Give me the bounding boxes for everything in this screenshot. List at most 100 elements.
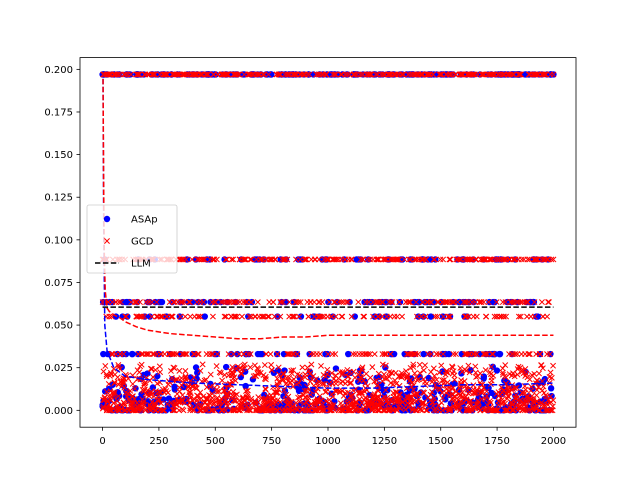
gcd-point (203, 384, 210, 391)
gcd-point (475, 399, 482, 406)
gcd-point (112, 71, 119, 78)
gcd-point (534, 386, 540, 393)
gcd-point (248, 313, 255, 320)
gcd-point (543, 256, 550, 263)
gcd-point (333, 388, 340, 395)
gcd-point (291, 313, 298, 320)
gcd-point (389, 299, 396, 306)
gcd-point (277, 299, 284, 306)
gcd-point (285, 407, 292, 414)
gcd-point (478, 71, 485, 78)
gcd-point (222, 71, 229, 78)
gcd-point (403, 368, 409, 375)
gcd-point (459, 71, 465, 78)
gcd-point (407, 299, 414, 306)
gcd-point (191, 351, 198, 358)
gcd-point (109, 299, 116, 306)
gcd-point (224, 402, 231, 409)
gcd-point (139, 396, 146, 403)
gcd-point (218, 299, 225, 306)
gcd-point (355, 299, 362, 306)
asap-point (144, 370, 151, 377)
gcd-point (312, 388, 319, 395)
gcd-point (373, 394, 380, 401)
gcd-point (141, 380, 148, 387)
asap-point (353, 256, 360, 263)
x-tick-label: 2000 (541, 436, 566, 447)
gcd-point (434, 299, 441, 306)
gcd-point (317, 351, 324, 358)
gcd-point (203, 395, 210, 402)
gcd-point (141, 71, 148, 78)
gcd-point (131, 396, 138, 403)
gcd-point (238, 371, 245, 378)
gcd-point (530, 407, 537, 414)
gcd-point (513, 395, 520, 402)
gcd-point (238, 370, 245, 376)
gcd-point (429, 71, 436, 78)
gcd-point (389, 399, 396, 405)
gcd-point (182, 351, 189, 358)
gcd-point (453, 351, 459, 358)
asap-point (547, 385, 555, 392)
gcd-point (169, 313, 176, 320)
gcd-point (498, 384, 505, 391)
gcd-point (210, 71, 217, 78)
gcd-point (171, 403, 178, 410)
gcd-point (331, 71, 338, 78)
asap-point (146, 313, 154, 320)
gcd-point (501, 407, 508, 414)
gcd-point (345, 373, 352, 380)
asap-point (493, 367, 501, 374)
gcd-point (133, 299, 140, 306)
gcd-point (522, 398, 528, 404)
gcd-point (221, 399, 228, 406)
gcd-point (542, 71, 549, 78)
gcd-point (220, 71, 227, 78)
gcd-point (500, 71, 506, 78)
gcd-point (255, 407, 262, 414)
gcd-point (214, 388, 221, 395)
gcd-point (387, 313, 394, 320)
gcd-point (526, 351, 533, 358)
gcd-point (469, 256, 476, 263)
gcd-point (493, 390, 500, 397)
gcd-point (199, 361, 206, 368)
gcd-point (147, 365, 154, 372)
gcd-point (486, 256, 493, 263)
gcd-point (328, 370, 335, 377)
gcd-point (422, 362, 429, 369)
gcd-point (187, 405, 194, 412)
gcd-point (339, 369, 346, 376)
gcd-point (422, 256, 429, 263)
gcd-running-mean-line (101, 72, 554, 340)
gcd-point (321, 313, 328, 320)
asap-point (420, 350, 427, 358)
gcd-point (472, 363, 479, 370)
gcd-point (144, 351, 151, 358)
gcd-point (232, 407, 239, 414)
gcd-point (489, 351, 496, 358)
gcd-point (325, 351, 332, 358)
gcd-point (225, 351, 232, 358)
gcd-point (107, 403, 114, 410)
gcd-point (179, 406, 186, 413)
gcd-point (488, 407, 495, 414)
gcd-point (302, 374, 308, 381)
gcd-point (106, 71, 113, 78)
gcd-point (421, 389, 428, 396)
gcd-point (213, 386, 220, 393)
gcd-point (359, 71, 366, 78)
gcd-point (538, 399, 545, 406)
gcd-point (151, 403, 157, 410)
asap-point (194, 298, 202, 306)
gcd-point (433, 351, 440, 358)
gcd-point (131, 299, 138, 306)
gcd-point (468, 256, 475, 263)
gcd-point (396, 395, 403, 402)
gcd-point (346, 407, 353, 414)
gcd-point (447, 313, 454, 320)
gcd-point (408, 71, 414, 78)
asap-point (221, 256, 228, 263)
gcd-point (356, 389, 363, 396)
